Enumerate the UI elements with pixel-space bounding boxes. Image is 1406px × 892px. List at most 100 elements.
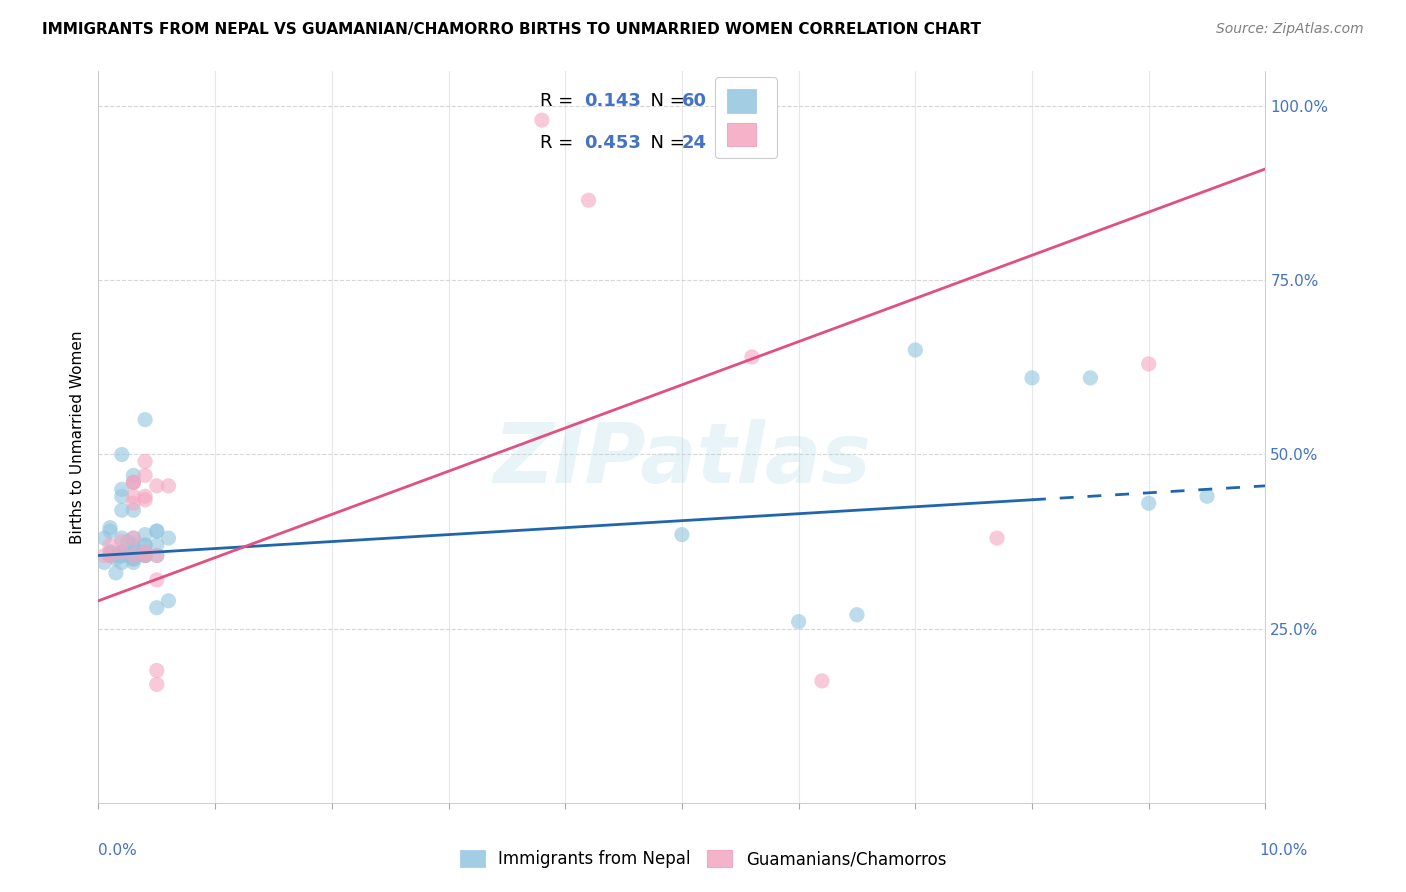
Point	[134, 412, 156, 426]
Point	[146, 549, 169, 563]
Point	[122, 531, 145, 545]
Point	[134, 468, 156, 483]
Point	[811, 673, 834, 688]
Point	[111, 545, 134, 559]
Point	[134, 527, 156, 541]
Point	[146, 549, 169, 563]
Point	[134, 538, 156, 552]
Point	[111, 549, 134, 563]
Text: 24: 24	[682, 134, 707, 152]
Point	[146, 524, 169, 538]
Point	[122, 549, 145, 563]
Point	[904, 343, 927, 357]
Text: Source: ZipAtlas.com: Source: ZipAtlas.com	[1216, 22, 1364, 37]
Point	[122, 549, 145, 563]
Point	[146, 538, 169, 552]
Text: 0.0%: 0.0%	[98, 843, 138, 858]
Point	[122, 531, 145, 545]
Point	[111, 549, 134, 563]
Point	[111, 531, 134, 545]
Point	[98, 549, 121, 563]
Legend: Immigrants from Nepal, Guamanians/Chamorros: Immigrants from Nepal, Guamanians/Chamor…	[453, 843, 953, 875]
Point	[134, 538, 156, 552]
Point	[846, 607, 869, 622]
Point	[117, 549, 139, 563]
Point	[122, 475, 145, 490]
Point	[146, 600, 169, 615]
Point	[93, 549, 115, 563]
Point	[111, 545, 134, 559]
Point	[104, 549, 127, 563]
Point	[134, 549, 156, 563]
Point	[134, 549, 156, 563]
Point	[111, 503, 134, 517]
Point	[146, 524, 169, 538]
Point	[157, 531, 180, 545]
Point	[111, 545, 134, 559]
Point	[98, 545, 121, 559]
Point	[111, 556, 134, 570]
Text: IMMIGRANTS FROM NEPAL VS GUAMANIAN/CHAMORRO BIRTHS TO UNMARRIED WOMEN CORRELATIO: IMMIGRANTS FROM NEPAL VS GUAMANIAN/CHAMO…	[42, 22, 981, 37]
Point	[134, 545, 156, 559]
Point	[111, 448, 134, 462]
Point	[98, 549, 121, 563]
Point	[98, 538, 121, 552]
Point	[104, 552, 127, 566]
Point	[134, 549, 156, 563]
Text: N =: N =	[638, 134, 688, 152]
Text: R =: R =	[540, 134, 576, 152]
Text: 10.0%: 10.0%	[1260, 843, 1308, 858]
Point	[122, 545, 145, 559]
Point	[134, 549, 156, 563]
Point	[111, 545, 134, 559]
Point	[98, 545, 121, 559]
Point	[93, 556, 115, 570]
Point	[98, 549, 121, 563]
Point	[122, 552, 145, 566]
Point	[111, 534, 134, 549]
Point	[98, 524, 121, 538]
Point	[146, 573, 169, 587]
Point	[134, 545, 156, 559]
Point	[787, 615, 810, 629]
Point	[671, 527, 693, 541]
Point	[111, 483, 134, 497]
Point	[146, 664, 169, 678]
Y-axis label: Births to Unmarried Women: Births to Unmarried Women	[69, 330, 84, 544]
Point	[1021, 371, 1043, 385]
Point	[122, 503, 145, 517]
Point	[1195, 489, 1218, 503]
Point	[111, 489, 134, 503]
Point	[104, 566, 127, 580]
Point	[530, 113, 553, 128]
Point	[122, 541, 145, 556]
Point	[122, 468, 145, 483]
Point	[122, 556, 145, 570]
Text: ZIPatlas: ZIPatlas	[494, 418, 870, 500]
Point	[134, 489, 156, 503]
Point	[117, 534, 139, 549]
Point	[98, 521, 121, 535]
Point	[122, 549, 145, 563]
Point	[157, 479, 180, 493]
Point	[134, 454, 156, 468]
Point	[93, 531, 115, 545]
Point	[122, 538, 145, 552]
Point	[146, 479, 169, 493]
Legend: , : ,	[716, 78, 778, 158]
Point	[146, 677, 169, 691]
Point	[986, 531, 1008, 545]
Text: 60: 60	[682, 92, 707, 110]
Point	[122, 475, 145, 490]
Point	[157, 594, 180, 608]
Point	[578, 193, 600, 207]
Point	[122, 496, 145, 510]
Point	[122, 549, 145, 563]
Text: R =: R =	[540, 92, 576, 110]
Point	[122, 475, 145, 490]
Text: 0.453: 0.453	[583, 134, 641, 152]
Point	[1137, 357, 1160, 371]
Point	[122, 489, 145, 503]
Point	[134, 492, 156, 507]
Point	[122, 552, 145, 566]
